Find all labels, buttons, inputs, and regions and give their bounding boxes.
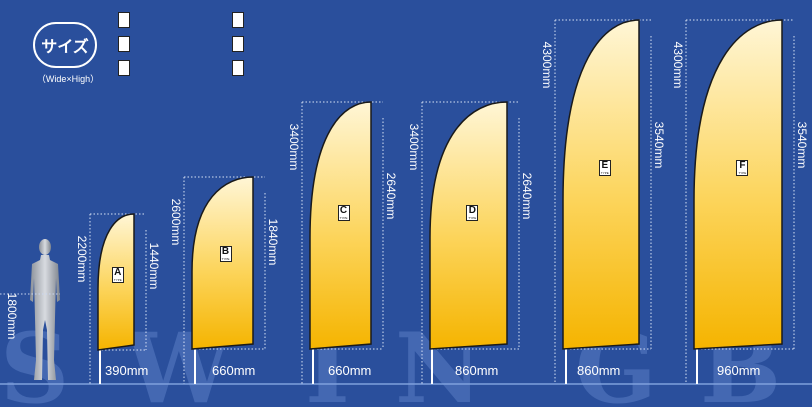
width-label-e: 860mm	[577, 363, 621, 378]
total-height-label-c: 3400mm	[287, 123, 301, 171]
flag-e	[554, 19, 652, 384]
flag-height-label-b: 1840mm	[266, 219, 280, 266]
flag-c	[301, 101, 384, 384]
flag-shape	[429, 101, 508, 350]
total-height-label-f: 4300mm	[671, 41, 685, 89]
type-badge	[232, 60, 244, 76]
legend-item-a	[118, 12, 135, 28]
flag-height-label-d: 2640mm	[520, 172, 534, 220]
type-caption: TYPE	[600, 171, 609, 176]
flag-height-label-f: 3540mm	[795, 121, 809, 169]
type-letter: B	[221, 246, 230, 258]
flag-shape	[562, 19, 640, 350]
flag-height-label-e: 3540mm	[652, 121, 666, 169]
type-letter: A	[114, 267, 122, 279]
human-silhouette	[30, 239, 60, 380]
type-letter: C	[339, 205, 348, 217]
flag-type-badge-a: A TYPE	[111, 267, 124, 284]
type-badge	[232, 12, 244, 28]
type-letter: E	[601, 160, 609, 172]
flag-type-badge-d: D TYPE	[466, 205, 479, 222]
flag-shape	[309, 101, 372, 350]
type-badge	[232, 36, 244, 52]
type-caption: TYPE	[339, 216, 348, 221]
width-label-d: 860mm	[455, 363, 499, 378]
flag-type-badge-f: F TYPE	[736, 160, 749, 177]
flag-shape	[693, 19, 783, 350]
flag-b	[183, 176, 266, 384]
type-badge	[118, 60, 130, 76]
total-height-label-a: 2200mm	[75, 235, 89, 283]
legend-item-e	[232, 36, 249, 52]
width-label-f: 960mm	[717, 363, 761, 378]
legend-item-f	[232, 60, 249, 76]
flag-type-badge-b: B TYPE	[219, 246, 232, 263]
human-height-label: 1800mm	[5, 292, 19, 340]
legend-item-d	[232, 12, 249, 28]
size-badge: サイズ	[33, 22, 97, 68]
type-badge	[118, 36, 130, 52]
flags-layer	[89, 19, 795, 384]
svg-text:S: S	[0, 312, 69, 407]
flag-f	[685, 19, 795, 384]
total-height-label-d: 3400mm	[407, 123, 421, 171]
type-caption: TYPE	[113, 278, 122, 283]
flag-type-badge-c: C TYPE	[337, 205, 350, 222]
size-subtitle: （Wide×High）	[36, 74, 100, 84]
type-letter: D	[468, 205, 476, 217]
total-height-label-b: 2600mm	[169, 198, 183, 246]
legend-item-c	[118, 60, 135, 76]
flag-d	[421, 101, 520, 384]
flag-shape	[191, 176, 254, 350]
type-letter: F	[739, 160, 746, 172]
width-label-c: 660mm	[328, 363, 372, 378]
width-label-b: 660mm	[212, 363, 256, 378]
flag-type-badge-e: E TYPE	[598, 160, 611, 177]
flag-height-label-a: 1440mm	[147, 242, 161, 290]
legend-item-b	[118, 36, 135, 52]
type-badge	[118, 12, 130, 28]
flag-height-label-c: 2640mm	[384, 172, 398, 220]
type-caption: TYPE	[221, 257, 230, 262]
width-label-a: 390mm	[105, 363, 149, 378]
type-caption: TYPE	[468, 216, 477, 221]
total-height-label-e: 4300mm	[540, 41, 554, 89]
type-caption: TYPE	[738, 171, 747, 176]
